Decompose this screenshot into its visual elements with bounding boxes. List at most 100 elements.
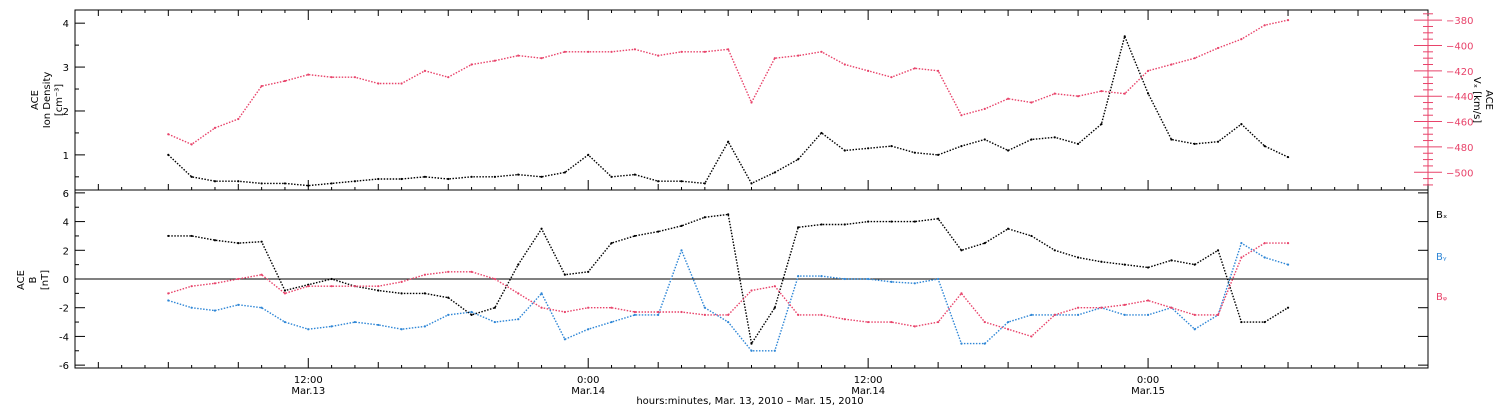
b-component-series-1-point xyxy=(260,306,263,309)
b-component-series-1-point xyxy=(447,313,450,316)
b-component-series-0-point xyxy=(1193,263,1196,266)
ion-density-series-point xyxy=(353,180,357,183)
bottom-y-tick-label: 6 xyxy=(63,189,69,200)
vx-series-point xyxy=(983,107,986,110)
top-left-y-tick-label: 2 xyxy=(63,107,69,118)
top-left-y-tick-label: 1 xyxy=(63,151,69,162)
b-component-series-0-point xyxy=(517,263,520,266)
b-component-series-1-point xyxy=(843,277,846,281)
b-component-series-1-point xyxy=(727,320,730,324)
vx-series-point xyxy=(213,126,217,129)
b-component-series-0-point xyxy=(423,292,427,295)
b-component-series-2-point xyxy=(820,313,823,316)
b-component-series-2-point xyxy=(610,306,613,309)
b-component-series-0-point xyxy=(1076,256,1080,259)
x-axis-title: hours:minutes, Mar. 13, 2010 – Mar. 15, … xyxy=(636,396,863,407)
b-component-series-2-point xyxy=(423,273,427,276)
b-component-series-0-point xyxy=(493,306,496,309)
vx-series-point xyxy=(330,76,333,79)
vx-series-point xyxy=(587,50,590,53)
b-component-series-1-point xyxy=(1146,313,1150,316)
ion-density-series-point xyxy=(1007,149,1010,152)
b-component-series-0-point xyxy=(330,277,333,281)
b-component-series-1-point xyxy=(353,320,357,324)
ion-density-series-point xyxy=(563,171,566,174)
b-component-series-1-point xyxy=(610,320,613,324)
top-right-y-tick-label: −460 xyxy=(1446,118,1473,129)
b-component-series-0-point xyxy=(563,273,566,276)
ion-density-series-point xyxy=(330,182,333,185)
legend-entry: Bᵧ xyxy=(1436,252,1447,263)
b-component-series-0-point xyxy=(657,230,660,233)
b-component-series-1-point xyxy=(937,277,940,281)
ion-density-series-point xyxy=(1123,35,1126,38)
b-component-series-0-point xyxy=(283,289,287,292)
ion-density-series-point xyxy=(260,182,263,185)
b-component-series-2-point xyxy=(283,292,287,295)
b-component-series-1-point xyxy=(703,306,706,309)
b-component-series-0-point xyxy=(540,227,543,230)
ticks-layer: 12:00Mar.130:00Mar.1412:00Mar.140:00Mar.… xyxy=(59,10,1473,397)
b-component-series-1-point xyxy=(307,328,310,331)
ion-density-series-point xyxy=(517,173,520,176)
b-component-series-1-point xyxy=(680,249,683,252)
ion-density-series-point xyxy=(750,182,753,185)
vx-series-point xyxy=(1263,24,1266,27)
x-tick-label-time: 0:00 xyxy=(1137,375,1159,386)
b-component-series-0-point xyxy=(470,313,473,316)
b-component-series-1-point xyxy=(470,310,473,314)
vx-series-point xyxy=(540,57,543,60)
ion-density-series-point xyxy=(283,182,287,185)
b-component-series-1-point xyxy=(377,323,380,327)
b-component-series-1-point xyxy=(167,299,170,302)
b-component-series-1-point xyxy=(1007,320,1010,324)
b-component-series-0-point xyxy=(1053,249,1056,252)
top-left-axis-title-line2: Ion Density xyxy=(42,72,53,129)
ion-density-series-point xyxy=(1100,123,1103,126)
b-component-series-0-point xyxy=(447,296,450,299)
b-component-series-2-point xyxy=(960,292,963,295)
b-component-series-2-point xyxy=(1007,328,1010,331)
vx-series-point xyxy=(307,73,310,76)
b-component-series-2-point xyxy=(1170,306,1173,309)
ion-density-series-point xyxy=(983,138,986,141)
vx-series-point xyxy=(1007,97,1010,100)
vx-series-point xyxy=(1216,46,1220,50)
vx-series-point xyxy=(377,82,380,85)
b-component-series-0-point xyxy=(587,270,590,273)
b-component-series-0-point xyxy=(727,213,730,216)
vx-series-point xyxy=(283,79,287,83)
b-component-series-0-point xyxy=(1240,320,1243,324)
top-right-axis-title-line1: ACE xyxy=(1483,90,1494,110)
b-component-series-0-point xyxy=(1216,249,1220,252)
x-tick-label-time: 12:00 xyxy=(294,375,323,386)
b-component-series-0-point xyxy=(167,234,170,238)
b-component-series-2-point xyxy=(377,285,380,288)
x-tick-label-date: Mar.14 xyxy=(571,386,605,397)
b-component-series-2-point xyxy=(470,270,473,273)
b-component-series-1-point xyxy=(423,325,427,328)
x-tick-label-date: Mar.13 xyxy=(291,386,325,397)
b-component-series-1-point xyxy=(283,320,287,324)
vx-series-point xyxy=(820,50,823,53)
vx-series-point xyxy=(1286,19,1290,22)
vx-series-point xyxy=(960,114,963,117)
top-right-y-tick-label: −400 xyxy=(1446,41,1473,52)
vx-series-point xyxy=(1193,57,1196,60)
vx-series-point xyxy=(190,143,193,146)
ion-density-series-point xyxy=(1030,138,1033,141)
b-component-series-0-point xyxy=(913,220,916,223)
vx-series-point xyxy=(610,50,613,53)
b-component-series-2-point xyxy=(517,292,520,295)
b-component-series-1-point xyxy=(1030,313,1033,316)
vx-series-point xyxy=(843,63,846,66)
ion-density-series-point xyxy=(423,175,427,178)
b-component-series-0-point xyxy=(1100,260,1103,263)
vx-series-point xyxy=(447,76,450,79)
ion-density-series-point xyxy=(1286,155,1290,159)
top-right-y-tick-label: −480 xyxy=(1446,143,1473,154)
b-component-series-1-point xyxy=(960,342,963,345)
b-component-series-2-point xyxy=(330,285,333,288)
b-component-series-1-point xyxy=(493,320,496,324)
